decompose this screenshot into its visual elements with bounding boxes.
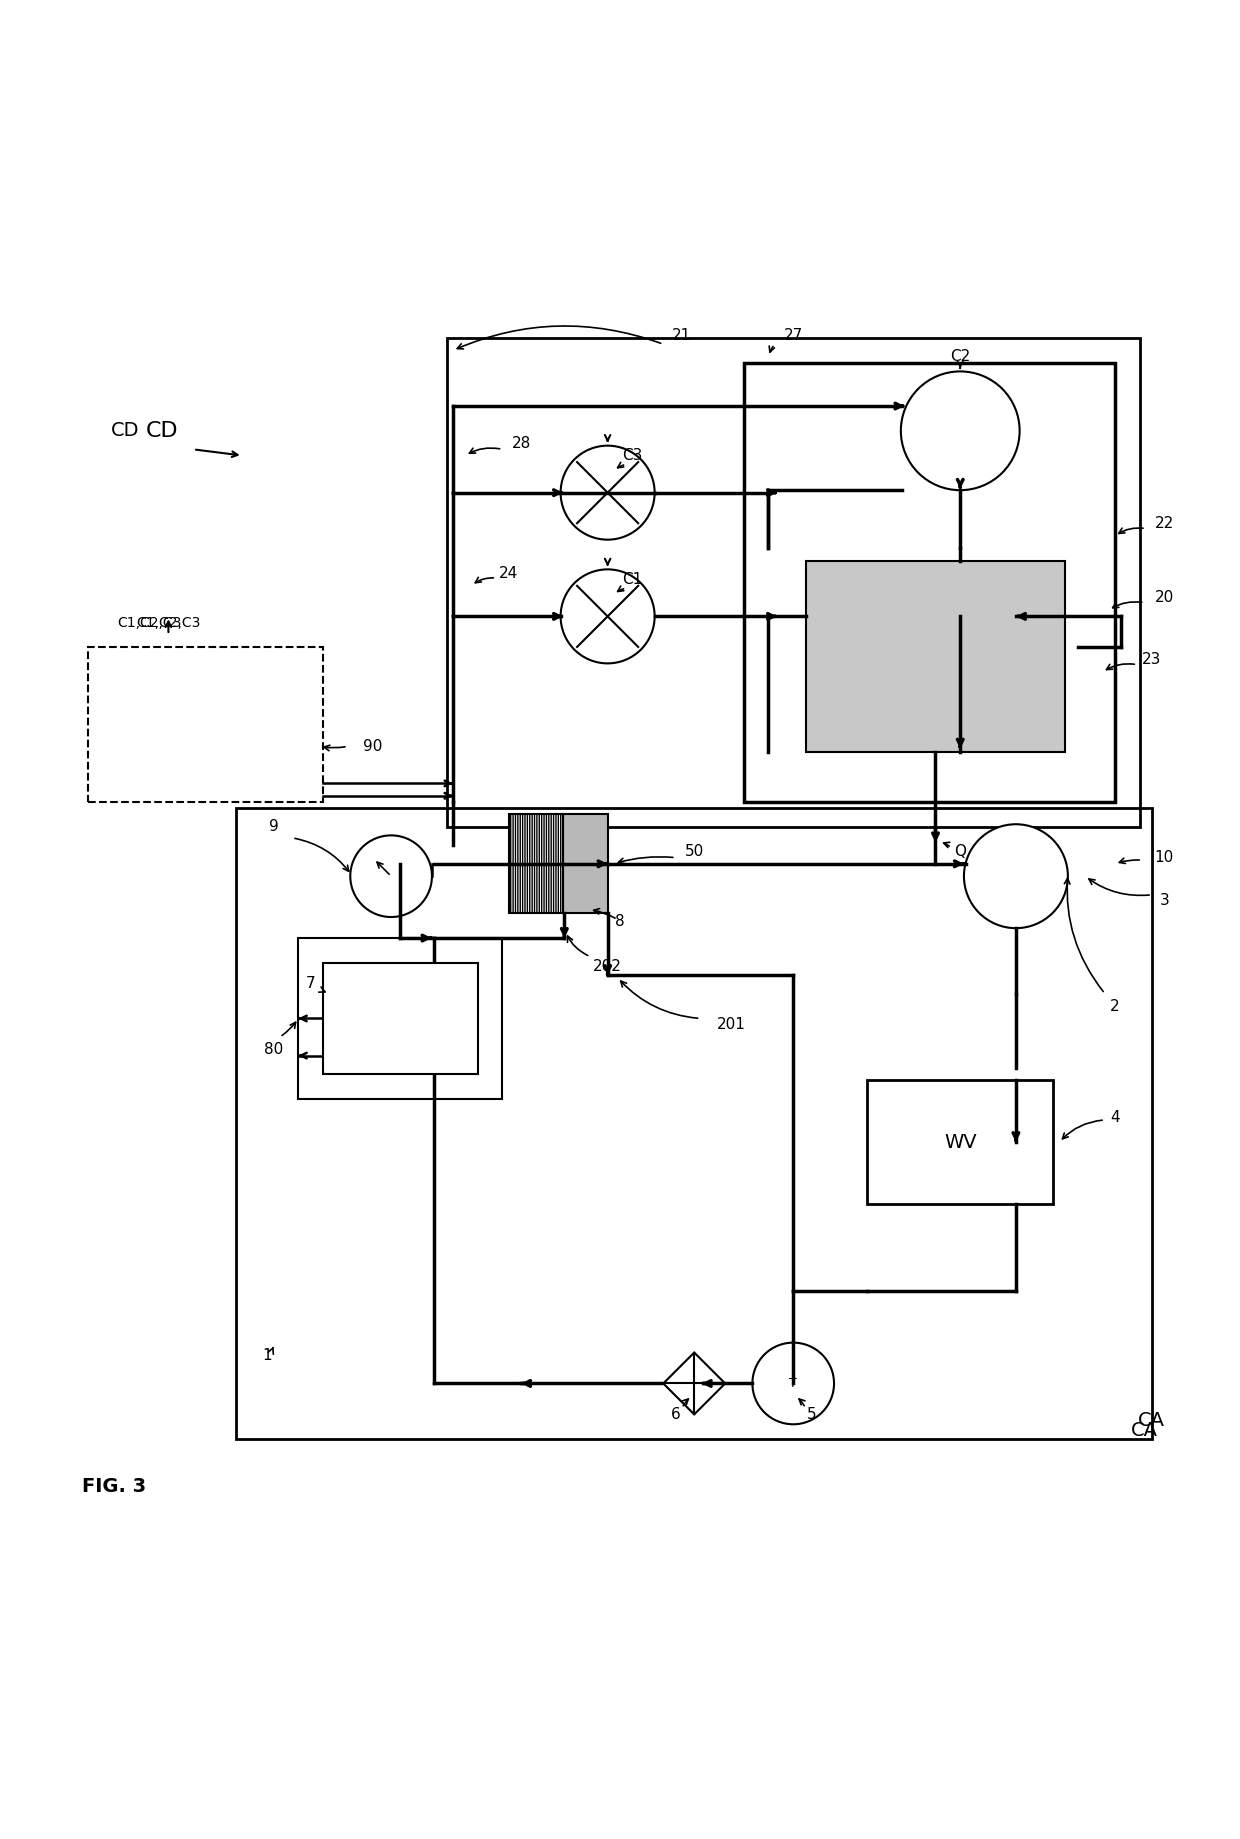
Circle shape [350, 835, 432, 918]
Text: C1,C2,C3: C1,C2,C3 [118, 616, 182, 629]
Text: 80: 80 [264, 1043, 283, 1057]
Text: 50: 50 [684, 844, 704, 859]
Bar [744, 362, 1115, 802]
Bar [446, 338, 1140, 828]
Text: 201: 201 [717, 1017, 745, 1032]
Bar [868, 1079, 1053, 1205]
Bar [324, 964, 477, 1074]
Bar [299, 938, 502, 1100]
Bar [88, 647, 324, 802]
Text: 4: 4 [1110, 1111, 1120, 1125]
Circle shape [900, 371, 1019, 491]
Bar [237, 807, 1152, 1440]
Text: 24: 24 [498, 566, 518, 581]
Text: 28: 28 [511, 436, 531, 451]
Text: 8: 8 [615, 914, 625, 929]
Text: 90: 90 [363, 739, 382, 754]
Text: 5: 5 [807, 1407, 817, 1422]
Text: Q: Q [955, 844, 966, 859]
Text: 27: 27 [784, 327, 802, 344]
Text: 10: 10 [1154, 850, 1174, 864]
Circle shape [963, 824, 1068, 929]
Circle shape [560, 445, 655, 539]
Text: CA: CA [1137, 1411, 1164, 1431]
Text: C2: C2 [950, 349, 971, 364]
Text: WV: WV [944, 1133, 977, 1151]
Text: CD: CD [146, 421, 179, 441]
Polygon shape [663, 1352, 725, 1414]
Text: 20: 20 [1154, 590, 1174, 605]
Bar [508, 815, 563, 914]
Text: CA: CA [1131, 1422, 1158, 1440]
Text: C1,C2,C3: C1,C2,C3 [136, 616, 201, 629]
Text: C3: C3 [622, 449, 642, 463]
Text: 3: 3 [1159, 894, 1169, 908]
Bar [806, 561, 1065, 752]
Text: 202: 202 [593, 958, 622, 975]
Circle shape [753, 1342, 835, 1423]
Text: 2: 2 [1110, 999, 1120, 1013]
Text: 22: 22 [1154, 517, 1174, 531]
Text: CD: CD [110, 421, 139, 440]
Text: 21: 21 [672, 327, 692, 344]
Text: 7: 7 [306, 977, 315, 991]
Circle shape [560, 570, 655, 664]
Text: T: T [790, 1377, 797, 1390]
Text: 6: 6 [671, 1407, 681, 1422]
Text: C1: C1 [622, 572, 642, 587]
Bar [563, 815, 608, 914]
Text: 23: 23 [1142, 653, 1162, 668]
Text: FIG. 3: FIG. 3 [82, 1477, 146, 1495]
Text: 9: 9 [269, 818, 279, 835]
Text: 1: 1 [263, 1348, 273, 1363]
